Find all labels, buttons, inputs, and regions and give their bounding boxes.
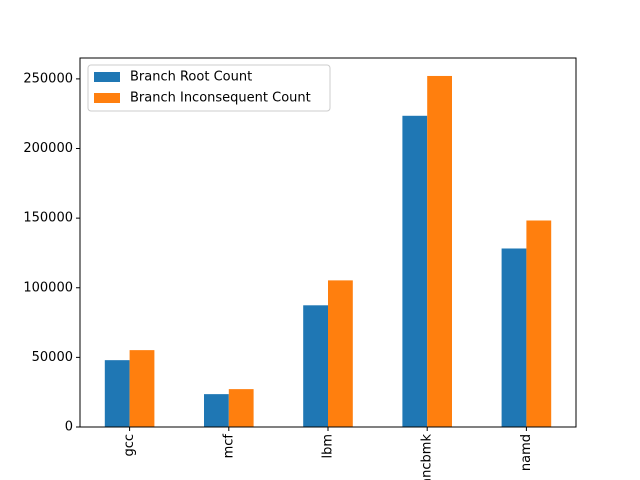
bar bbox=[526, 220, 552, 427]
y-tick-label: 200000 bbox=[23, 141, 73, 156]
legend-swatch bbox=[94, 72, 120, 82]
bar bbox=[228, 389, 254, 427]
legend-box bbox=[87, 64, 331, 112]
y-tick-label: 50000 bbox=[32, 350, 73, 365]
bar bbox=[104, 360, 130, 427]
bar bbox=[427, 75, 452, 427]
legend-swatch bbox=[94, 93, 120, 103]
bar bbox=[402, 115, 428, 427]
bar bbox=[501, 248, 527, 427]
x-tick-label: namd bbox=[519, 434, 534, 471]
bar bbox=[303, 305, 328, 427]
x-tick-label: mcf bbox=[221, 434, 236, 459]
x-tick-label: gcc bbox=[122, 434, 137, 457]
bar bbox=[129, 350, 155, 427]
y-tick-label: 150000 bbox=[23, 211, 73, 226]
bar bbox=[204, 394, 229, 427]
x-tick-label: lbm bbox=[321, 434, 336, 459]
y-tick-label: 0 bbox=[65, 420, 73, 435]
x-tick-label: xalancbmk bbox=[420, 434, 435, 480]
y-tick-label: 250000 bbox=[23, 71, 73, 86]
legend-label: Branch Inconsequent Count bbox=[130, 91, 311, 106]
bar bbox=[328, 280, 353, 427]
y-tick-label: 100000 bbox=[23, 280, 73, 295]
axes-frame bbox=[79, 57, 577, 428]
legend-label: Branch Root Count bbox=[130, 70, 252, 85]
